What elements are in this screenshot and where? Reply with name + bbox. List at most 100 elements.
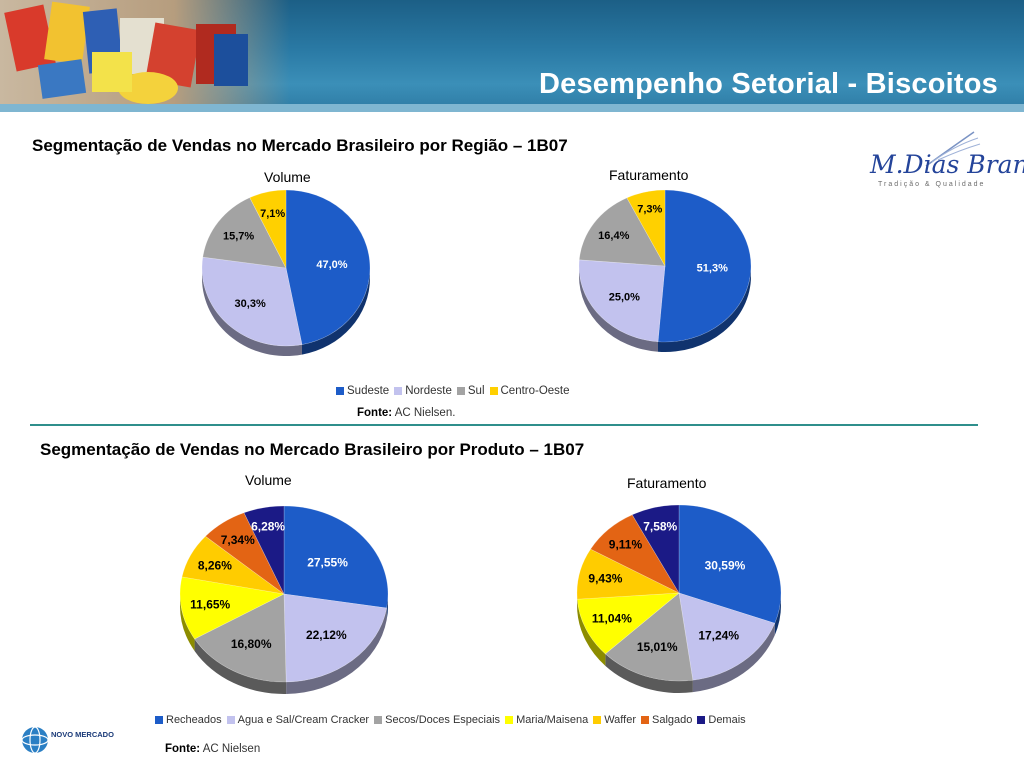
novo-mercado-logo: NOVO MERCADO <box>18 723 114 763</box>
legend-label: Recheados <box>166 714 222 726</box>
pie-data-label: 16,80% <box>231 637 272 651</box>
legend-label: Secos/Doces Especiais <box>385 714 501 726</box>
product-photo <box>0 0 290 112</box>
legend-label: Sul <box>467 385 485 397</box>
legend-item-centro-oeste: Centro-Oeste <box>489 385 570 397</box>
source-note-product: Fonte: AC Nielsen <box>165 743 260 755</box>
header-banner: Desempenho Setorial - Biscoitos <box>0 0 1024 112</box>
logo-name: M.Dias Branco <box>870 150 1024 179</box>
product-collage-image <box>4 1 248 104</box>
pie-slice-salgado <box>205 512 285 595</box>
pie-slice-agua-e-sal-cream-cracker <box>678 592 776 681</box>
pie-slice-maria-maisena <box>179 576 285 640</box>
pie-slice-side <box>605 653 693 693</box>
legend-item-salgado: Salgado <box>641 714 692 726</box>
legend-swatch <box>155 716 163 724</box>
pie-slice-recheados <box>678 504 782 624</box>
pie-data-label: 7,1% <box>260 208 285 220</box>
pie-data-label: 7,58% <box>643 519 677 533</box>
pie-data-label: 7,3% <box>637 203 662 215</box>
legend-item-waffer: Waffer <box>593 714 636 726</box>
chart-title-region-faturamento: Faturamento <box>609 167 689 183</box>
pie-data-label: 11,65% <box>190 598 230 612</box>
legend-label: Agua e Sal/Cream Cracker <box>237 714 370 726</box>
pie-data-label: 15,01% <box>637 640 678 654</box>
pie-slice-waffer <box>576 548 681 600</box>
pie-slice-secos-doces-especiais <box>604 592 694 682</box>
pie-slice-side <box>579 266 658 352</box>
legend-swatch <box>641 716 649 724</box>
legend-item-nordeste: Nordeste <box>394 385 452 397</box>
pie-slice-side <box>657 266 751 352</box>
chart-title-region-volume: Volume <box>264 169 311 185</box>
pie-slice-side <box>577 599 606 666</box>
legend-item-demais: Demais <box>697 714 746 726</box>
pie-slice-centro-oeste <box>249 189 287 269</box>
pie-slice-side <box>202 268 302 356</box>
legend-swatch <box>505 716 514 724</box>
chart-title-product-faturamento: Faturamento <box>627 475 707 491</box>
legend-label: Sudeste <box>347 385 390 397</box>
pie-slice-demais <box>631 504 680 595</box>
legend-swatch <box>489 387 498 395</box>
chart-title-product-volume: Volume <box>245 472 292 488</box>
pie-slice-side <box>286 608 387 694</box>
logo-tagline: Tradição & Qualidade <box>878 181 986 188</box>
legend-label: Salgado <box>652 714 693 726</box>
pie-data-label: 22,12% <box>306 628 347 642</box>
legend-label: Centro-Oeste <box>500 385 570 397</box>
legend-item-sul: Sul <box>456 385 485 397</box>
slide-title: Desempenho Setorial - Biscoitos <box>538 68 998 100</box>
pie-slice-agua-e-sal-cream-cracker <box>283 593 388 683</box>
pie-data-label: 9,43% <box>588 571 622 585</box>
pie-slice-sudeste <box>657 189 752 343</box>
pie-slice-side <box>194 638 287 694</box>
pie-slice-recheados <box>283 505 389 609</box>
pie-slice-nordeste <box>201 256 303 347</box>
pie-data-label: 9,11% <box>609 538 643 552</box>
legend-swatch <box>593 716 602 724</box>
pie-data-label: 7,34% <box>221 533 255 547</box>
legend-item-agua-e-sal: Agua e Sal/Cream Cracker <box>226 714 370 726</box>
pie-slice-side <box>692 623 775 693</box>
banner-band <box>0 104 1024 112</box>
pie-data-label: 11,04% <box>592 612 632 626</box>
pie-data-label: 25,0% <box>609 291 640 303</box>
pie-data-label: 51,3% <box>697 263 728 275</box>
pie-slice-waffer <box>181 535 285 595</box>
legend-product: Recheados Agua e Sal/Cream Cracker Secos… <box>155 714 751 726</box>
pie-slice-centro-oeste <box>626 189 666 268</box>
legend-item-maria-maisena: Maria/Maisena <box>505 714 588 726</box>
pie-chart-product-faturamento: 30,59% 17,24% 15,01% 11,04% 9,43% 9,11%7,58% <box>576 504 782 693</box>
pie-slice-sudeste <box>285 189 371 345</box>
wheat-icon <box>925 131 981 167</box>
legend-swatch <box>226 716 235 724</box>
pie-slice-salgado <box>590 514 680 594</box>
pie-slice-nordeste <box>578 259 666 343</box>
source-label: Fonte: <box>357 407 393 419</box>
legend-item-secos-doces: Secos/Doces Especiais <box>374 714 500 726</box>
legend-swatch <box>697 716 706 724</box>
pie-data-label: 16,4% <box>598 230 629 242</box>
section-title-product: Segmentação de Vendas no Mercado Brasile… <box>40 440 585 459</box>
section-divider <box>30 424 978 426</box>
legend-item-sudeste: Sudeste <box>336 385 389 397</box>
legend-region: Sudeste Nordeste Sul Centro-Oeste <box>336 385 575 397</box>
pie-data-label: 8,26% <box>198 558 232 572</box>
pie-slice-sul <box>578 197 666 267</box>
legend-swatch <box>456 387 465 395</box>
legend-swatch <box>394 387 403 395</box>
pie-slice-side <box>180 594 195 651</box>
source-label: Fonte: <box>165 743 201 755</box>
legend-label: Demais <box>708 714 746 726</box>
section-title-region: Segmentação de Vendas no Mercado Brasile… <box>32 136 568 155</box>
pie-slice-side <box>774 593 781 636</box>
pie-data-label: 47,0% <box>316 259 347 271</box>
pie-slice-demais <box>243 505 285 595</box>
novo-mercado-text: NOVO MERCADO <box>51 730 114 739</box>
source-value: AC Nielsen. <box>394 407 456 419</box>
company-logo: M.Dias Branco Tradição & Qualidade <box>856 130 1024 192</box>
pie-chart-product-volume: 27,55% 22,12% 16,80% 11,65% 8,26% 7,34%6,28% <box>179 505 389 694</box>
pie-data-label: 17,24% <box>698 628 739 642</box>
pie-data-label: 30,3% <box>235 298 266 310</box>
